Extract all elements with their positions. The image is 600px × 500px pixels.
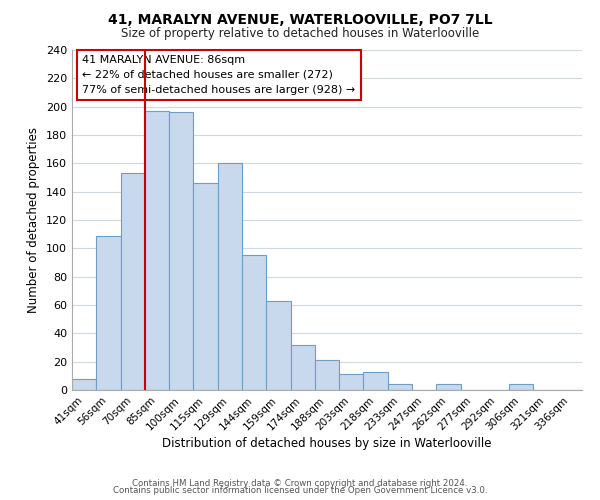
- Bar: [121, 174, 145, 390]
- Y-axis label: Number of detached properties: Number of detached properties: [28, 127, 40, 313]
- Bar: [266, 300, 290, 390]
- Text: Contains public sector information licensed under the Open Government Licence v3: Contains public sector information licen…: [113, 486, 487, 495]
- Bar: [436, 384, 461, 390]
- Bar: [315, 360, 339, 390]
- Bar: [242, 256, 266, 390]
- Bar: [96, 236, 121, 390]
- Text: 41 MARALYN AVENUE: 86sqm
← 22% of detached houses are smaller (272)
77% of semi-: 41 MARALYN AVENUE: 86sqm ← 22% of detach…: [82, 55, 355, 94]
- Bar: [72, 378, 96, 390]
- Text: Contains HM Land Registry data © Crown copyright and database right 2024.: Contains HM Land Registry data © Crown c…: [132, 478, 468, 488]
- Bar: [509, 384, 533, 390]
- X-axis label: Distribution of detached houses by size in Waterlooville: Distribution of detached houses by size …: [162, 438, 492, 450]
- Bar: [218, 164, 242, 390]
- Text: Size of property relative to detached houses in Waterlooville: Size of property relative to detached ho…: [121, 28, 479, 40]
- Bar: [388, 384, 412, 390]
- Bar: [169, 112, 193, 390]
- Bar: [145, 111, 169, 390]
- Text: 41, MARALYN AVENUE, WATERLOOVILLE, PO7 7LL: 41, MARALYN AVENUE, WATERLOOVILLE, PO7 7…: [107, 12, 493, 26]
- Bar: [193, 183, 218, 390]
- Bar: [290, 344, 315, 390]
- Bar: [364, 372, 388, 390]
- Bar: [339, 374, 364, 390]
